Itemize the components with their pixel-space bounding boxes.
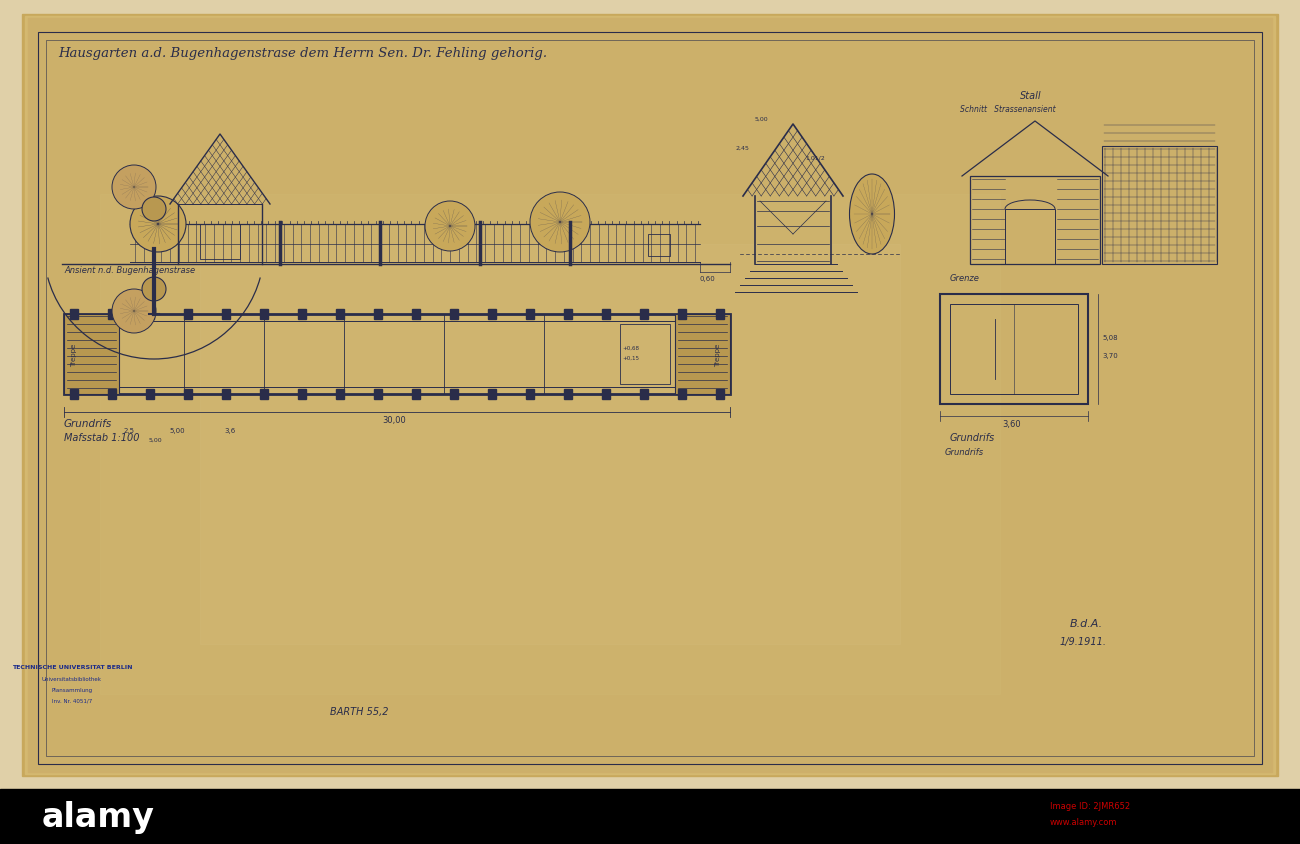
Text: 2,45: 2,45 xyxy=(734,146,749,151)
Bar xyxy=(640,390,647,399)
Bar xyxy=(526,310,534,320)
Bar xyxy=(970,176,1100,265)
Text: +0,15: +0,15 xyxy=(621,355,640,360)
Bar xyxy=(298,390,305,399)
Bar xyxy=(488,310,497,320)
Circle shape xyxy=(112,289,156,333)
Text: Treppe: Treppe xyxy=(715,343,722,366)
Text: 3,60: 3,60 xyxy=(1002,419,1021,429)
Bar xyxy=(1102,147,1217,265)
Text: Stall: Stall xyxy=(1020,91,1041,101)
Bar xyxy=(335,310,345,320)
Text: Plansammlung: Plansammlung xyxy=(52,687,92,692)
Circle shape xyxy=(142,278,166,301)
Text: 1/9.1911.: 1/9.1911. xyxy=(1060,636,1108,647)
Bar xyxy=(940,295,1088,404)
Bar xyxy=(30,21,1270,770)
Bar xyxy=(108,390,116,399)
Bar xyxy=(374,390,382,399)
Bar xyxy=(450,310,458,320)
Text: 5,00: 5,00 xyxy=(169,428,185,434)
Text: 0,60: 0,60 xyxy=(699,276,716,282)
Text: Hausgarten a.d. Bugenhagenstrase dem Herrn Sen. Dr. Fehling gehorig.: Hausgarten a.d. Bugenhagenstrase dem Her… xyxy=(58,47,547,60)
Text: Universitatsbibliothek: Universitatsbibliothek xyxy=(42,676,101,681)
Bar xyxy=(260,310,268,320)
Text: BARTH 55,2: BARTH 55,2 xyxy=(330,706,389,717)
Bar xyxy=(108,310,116,320)
Circle shape xyxy=(425,202,474,252)
Bar xyxy=(146,310,153,320)
Text: 5,00: 5,00 xyxy=(755,116,768,122)
Bar xyxy=(1005,210,1056,265)
Text: B.d.A.: B.d.A. xyxy=(1070,619,1104,628)
Circle shape xyxy=(530,192,590,252)
Bar xyxy=(679,310,686,320)
Bar xyxy=(335,390,345,399)
Bar xyxy=(46,41,1254,756)
Bar xyxy=(620,325,670,385)
Bar xyxy=(298,310,305,320)
Bar xyxy=(200,245,900,644)
Bar xyxy=(222,390,230,399)
Circle shape xyxy=(130,197,186,252)
Text: Ansient n.d. Bugenhagenstrase: Ansient n.d. Bugenhagenstrase xyxy=(64,266,195,274)
Text: Image ID: 2JMR652: Image ID: 2JMR652 xyxy=(1050,802,1130,810)
Text: Grundrifs: Grundrifs xyxy=(950,432,996,442)
Text: Inv. Nr. 4051/7: Inv. Nr. 4051/7 xyxy=(52,698,92,703)
Text: 2,5: 2,5 xyxy=(124,428,135,434)
Text: Mafsstab 1:100: Mafsstab 1:100 xyxy=(64,432,139,442)
Bar xyxy=(64,315,731,394)
Bar xyxy=(675,315,731,394)
Bar xyxy=(185,310,192,320)
Text: +0,68: +0,68 xyxy=(621,345,640,350)
Text: TECHNISCHE UNIVERSITAT BERLIN: TECHNISCHE UNIVERSITAT BERLIN xyxy=(12,664,133,669)
Bar xyxy=(38,33,1262,764)
Bar xyxy=(200,225,240,260)
Text: 1,01/2: 1,01/2 xyxy=(805,156,824,161)
Text: 5,00: 5,00 xyxy=(150,437,162,442)
Text: alamy: alamy xyxy=(42,801,155,834)
Circle shape xyxy=(142,197,166,222)
Text: 5,08: 5,08 xyxy=(1102,334,1118,341)
Text: 3,70: 3,70 xyxy=(1102,353,1118,359)
Bar xyxy=(488,390,497,399)
Bar xyxy=(679,390,686,399)
Text: Schnitt   Strassenansient: Schnitt Strassenansient xyxy=(959,105,1056,114)
Text: Grundrifs: Grundrifs xyxy=(64,419,112,429)
Bar xyxy=(0,789,1300,844)
Bar xyxy=(260,390,268,399)
Ellipse shape xyxy=(849,175,894,255)
Bar xyxy=(146,390,153,399)
Text: 30,00: 30,00 xyxy=(382,415,406,425)
Bar xyxy=(185,390,192,399)
Text: Grundrifs: Grundrifs xyxy=(945,447,984,457)
Text: Grenze: Grenze xyxy=(950,273,980,283)
Bar xyxy=(70,310,78,320)
Text: www.alamy.com: www.alamy.com xyxy=(1050,818,1118,826)
Bar xyxy=(564,390,572,399)
Text: 3,6: 3,6 xyxy=(224,428,235,434)
Bar xyxy=(716,390,724,399)
Bar xyxy=(222,310,230,320)
Bar xyxy=(25,17,1275,774)
Bar xyxy=(100,195,1000,694)
Bar xyxy=(526,390,534,399)
Bar xyxy=(647,235,670,257)
Circle shape xyxy=(112,165,156,210)
Bar xyxy=(640,310,647,320)
Bar xyxy=(950,305,1078,394)
Bar xyxy=(412,390,420,399)
Bar xyxy=(602,390,610,399)
Bar xyxy=(29,19,1271,772)
Bar xyxy=(374,310,382,320)
Bar xyxy=(412,310,420,320)
Bar xyxy=(716,310,724,320)
Bar xyxy=(450,390,458,399)
Bar xyxy=(70,390,78,399)
Bar xyxy=(602,310,610,320)
Text: Treppe: Treppe xyxy=(72,343,77,366)
Bar xyxy=(64,315,120,394)
Bar xyxy=(564,310,572,320)
